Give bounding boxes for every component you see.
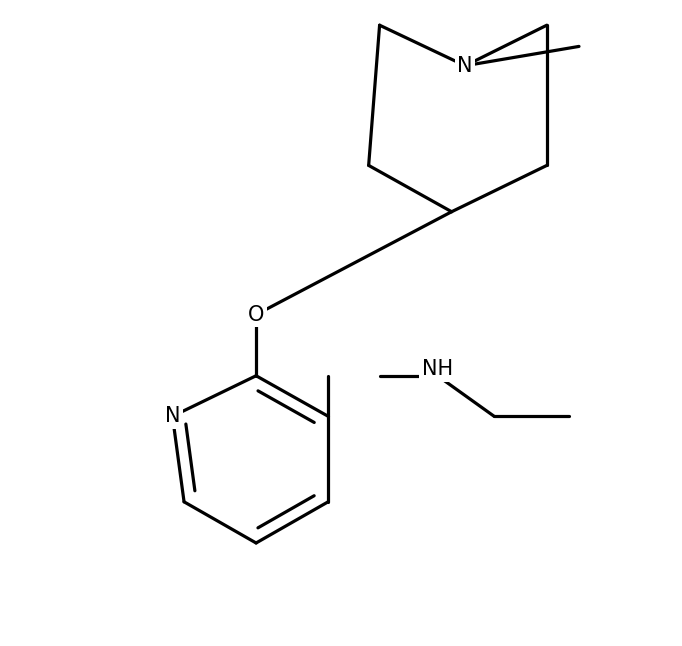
Text: O: O [248,305,265,325]
Text: N: N [165,406,180,426]
Text: N: N [458,56,473,76]
Text: NH: NH [422,359,453,379]
